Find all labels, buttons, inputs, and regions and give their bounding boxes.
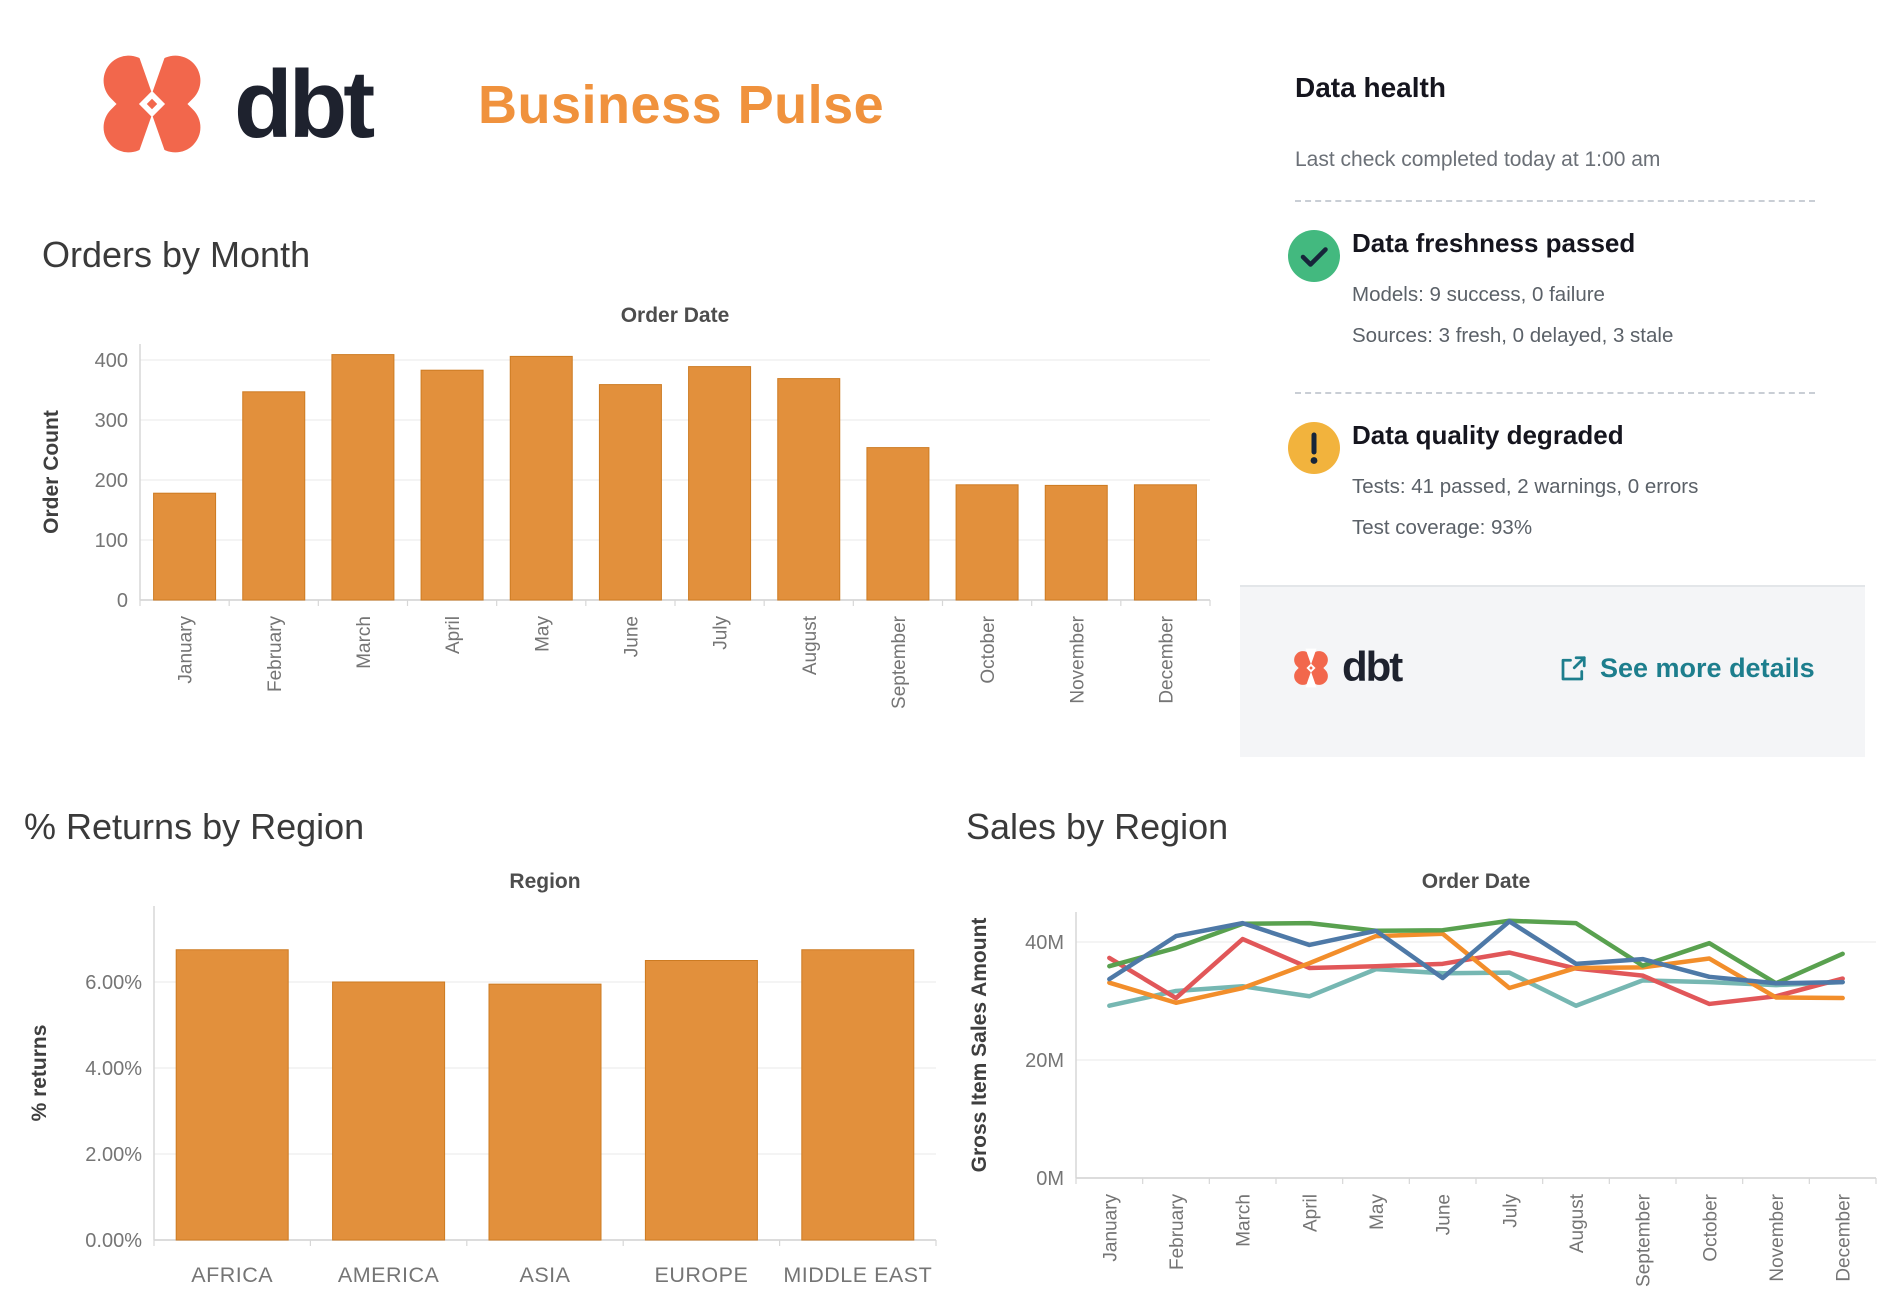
svg-text:March: March xyxy=(1234,1194,1255,1247)
svg-text:February: February xyxy=(265,616,286,693)
bar-may[interactable] xyxy=(509,355,573,601)
svg-text:December: December xyxy=(1834,1193,1855,1281)
svg-text:4.00%: 4.00% xyxy=(85,1058,142,1080)
returns-by-region-chart[interactable]: 0.00% 2.00% 4.00% 6.00% Region % returns AFRIC… xyxy=(16,856,966,1312)
svg-text:200: 200 xyxy=(95,470,128,492)
svg-text:AMERICA: AMERICA xyxy=(338,1263,440,1287)
bar-january[interactable] xyxy=(153,492,217,601)
bar-march[interactable] xyxy=(331,354,395,601)
status-line: Tests: 41 passed, 2 warnings, 0 errors xyxy=(1352,475,1699,498)
bar-africa[interactable] xyxy=(175,949,289,1241)
svg-text:May: May xyxy=(1367,1194,1388,1230)
external-link-icon xyxy=(1561,655,1586,680)
status-line: Sources: 3 fresh, 0 delayed, 3 stale xyxy=(1352,324,1674,347)
divider xyxy=(1295,392,1815,394)
check-circle-icon xyxy=(1288,230,1340,282)
data-quality-status: Data quality degraded Tests: 41 passed, … xyxy=(1288,420,1828,540)
bar-august[interactable] xyxy=(777,378,841,601)
bar-december[interactable] xyxy=(1133,484,1197,601)
bar-september[interactable] xyxy=(866,447,930,601)
svg-text:Region: Region xyxy=(509,870,580,893)
svg-text:100: 100 xyxy=(95,530,128,552)
svg-text:November: November xyxy=(1767,1193,1788,1281)
sales-chart-title: Sales by Region xyxy=(966,806,1229,847)
data-health-footer: dbt See more details xyxy=(1240,585,1865,757)
svg-text:300: 300 xyxy=(95,410,128,432)
svg-text:April: April xyxy=(1300,1194,1321,1232)
svg-text:April: April xyxy=(443,616,464,654)
dbt-logo-icon xyxy=(1294,648,1328,688)
svg-text:AFRICA: AFRICA xyxy=(191,1263,273,1287)
svg-text:December: December xyxy=(1156,615,1177,703)
bar-june[interactable] xyxy=(598,384,662,601)
warning-circle-icon xyxy=(1288,422,1340,474)
svg-text:September: September xyxy=(889,615,910,709)
svg-text:MIDDLE EAST: MIDDLE EAST xyxy=(783,1263,932,1287)
svg-text:Order Count: Order Count xyxy=(40,410,63,534)
dbt-wordmark: dbt xyxy=(234,51,375,158)
svg-text:40M: 40M xyxy=(1025,932,1064,954)
svg-text:6.00%: 6.00% xyxy=(85,972,142,994)
svg-text:Order Date: Order Date xyxy=(621,304,730,327)
line-series-teal[interactable] xyxy=(1107,966,1845,1008)
bar-middle-east[interactable] xyxy=(801,949,915,1241)
svg-text:June: June xyxy=(621,616,642,657)
bar-july[interactable] xyxy=(688,366,752,601)
svg-text:20M: 20M xyxy=(1025,1050,1064,1072)
svg-text:July: July xyxy=(1500,1194,1521,1228)
bar-america[interactable] xyxy=(332,981,446,1241)
svg-text:Order Date: Order Date xyxy=(1422,870,1531,893)
dbt-wordmark: dbt xyxy=(1342,643,1403,690)
dbt-logo-icon xyxy=(103,48,201,160)
svg-text:June: June xyxy=(1434,1194,1455,1235)
svg-text:September: September xyxy=(1634,1193,1655,1287)
svg-text:0: 0 xyxy=(117,590,128,612)
svg-text:0.00%: 0.00% xyxy=(85,1230,142,1252)
svg-text:February: February xyxy=(1167,1194,1188,1271)
data-health-panel: Data health Last check completed today a… xyxy=(1240,0,1878,770)
line-series-green[interactable] xyxy=(1107,918,1845,986)
see-more-details-link[interactable]: See more details xyxy=(1558,653,1815,684)
data-health-last-check: Last check completed today at 1:00 am xyxy=(1295,148,1661,171)
svg-text:May: May xyxy=(532,616,553,652)
data-freshness-status: Data freshness passed Models: 9 success,… xyxy=(1288,228,1828,348)
status-title: Data freshness passed xyxy=(1352,228,1636,258)
line-series-blue[interactable] xyxy=(1107,919,1845,986)
svg-text:January: January xyxy=(176,616,197,684)
orders-chart-title: Orders by Month xyxy=(42,234,311,275)
sales-by-region-chart[interactable]: 0M 20M 40M Order Date Gross Item Sales Amoun… xyxy=(960,860,1878,1312)
svg-text:October: October xyxy=(1700,1193,1721,1261)
svg-text:March: March xyxy=(354,616,375,669)
svg-text:January: January xyxy=(1100,1194,1121,1262)
svg-text:August: August xyxy=(1567,1193,1588,1253)
line-series-orange[interactable] xyxy=(1107,931,1845,1006)
divider xyxy=(1295,200,1815,202)
status-title: Data quality degraded xyxy=(1352,420,1624,450)
svg-text:August: August xyxy=(800,615,821,675)
svg-text:July: July xyxy=(711,616,732,650)
bar-asia[interactable] xyxy=(488,983,602,1241)
returns-chart-title: % Returns by Region xyxy=(24,806,365,847)
data-health-title: Data health xyxy=(1295,72,1446,103)
svg-text:400: 400 xyxy=(95,350,128,372)
status-line: Test coverage: 93% xyxy=(1352,516,1533,539)
svg-text:EUROPE: EUROPE xyxy=(654,1263,748,1287)
svg-text:Gross Item Sales Amount: Gross Item Sales Amount xyxy=(968,918,991,1173)
svg-text:2.00%: 2.00% xyxy=(85,1144,142,1166)
svg-text:0M: 0M xyxy=(1036,1168,1064,1190)
svg-text:October: October xyxy=(978,615,999,683)
svg-text:November: November xyxy=(1067,615,1088,703)
bar-europe[interactable] xyxy=(644,960,758,1241)
bar-february[interactable] xyxy=(242,391,306,601)
svg-text:ASIA: ASIA xyxy=(520,1263,571,1287)
bar-october[interactable] xyxy=(955,484,1019,601)
bar-april[interactable] xyxy=(420,369,484,601)
bar-november[interactable] xyxy=(1044,484,1108,601)
svg-text:% returns: % returns xyxy=(28,1025,51,1122)
status-line: Models: 9 success, 0 failure xyxy=(1352,283,1605,306)
orders-by-month-chart[interactable]: 0 100 200 300 400 Order Date Order Count Januar… xyxy=(30,292,1230,772)
page-title: Business Pulse xyxy=(478,75,885,135)
